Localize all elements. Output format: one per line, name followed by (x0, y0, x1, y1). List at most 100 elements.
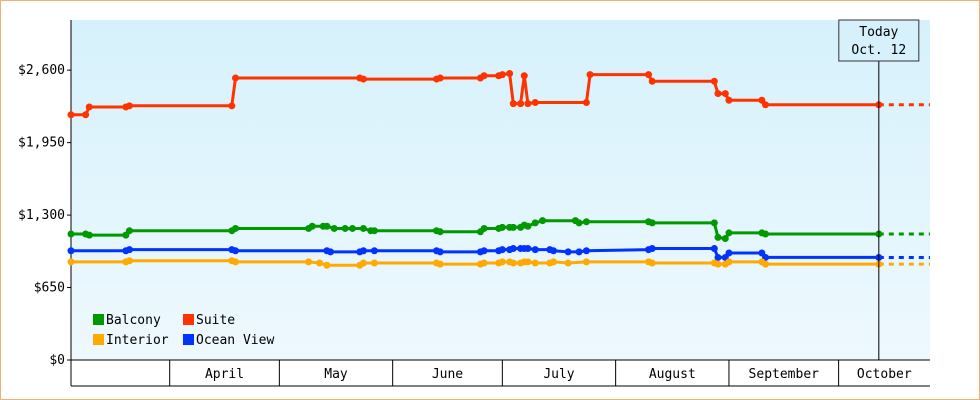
data-point-interior (323, 261, 331, 269)
data-point-interior (316, 259, 324, 267)
data-point-interior (524, 258, 532, 266)
data-point-suite (506, 70, 514, 78)
data-point-balcony (480, 224, 488, 232)
data-point-ocean-view (725, 249, 733, 257)
legend-swatch-balcony (93, 314, 104, 325)
month-label: May (324, 367, 348, 382)
data-point-suite (721, 90, 729, 98)
data-point-ocean-view (531, 246, 539, 254)
series-suite (67, 70, 930, 119)
series-balcony (67, 217, 930, 242)
data-point-interior (648, 259, 656, 267)
data-point-interior (498, 258, 506, 266)
data-point-balcony (762, 230, 770, 238)
data-point-ocean-view (524, 245, 532, 253)
data-point-balcony (498, 223, 506, 231)
series-lines (67, 70, 930, 269)
legend-swatch-suite (183, 314, 194, 325)
data-point-suite (82, 111, 90, 119)
series-interior (67, 257, 930, 269)
data-point-balcony (531, 219, 539, 227)
data-point-ocean-view (359, 247, 367, 255)
data-point-balcony (359, 224, 367, 232)
data-point-suite (125, 102, 133, 110)
data-point-interior (305, 258, 313, 266)
data-point-interior (436, 260, 444, 268)
data-point-interior (550, 258, 558, 266)
data-point-balcony (348, 224, 356, 232)
data-point-interior (762, 260, 770, 268)
data-point-interior (359, 259, 367, 267)
axes: $0 $650 $1,300 $1,950 $2,600 April May June July… (18, 20, 930, 387)
data-point-suite (710, 77, 718, 85)
data-point-balcony (524, 222, 532, 230)
today-marker: Today Oct. 12 (838, 19, 920, 360)
legend-label-ocean-view: Ocean View (196, 333, 274, 348)
data-point-interior (564, 259, 572, 267)
data-point-suite (480, 72, 488, 80)
data-point-ocean-view (370, 247, 378, 255)
data-point-ocean-view (509, 245, 517, 253)
data-point-suite (645, 71, 653, 79)
legend-swatch-ocean-view (183, 334, 194, 345)
data-point-balcony (308, 222, 316, 230)
data-point-ocean-view (125, 246, 133, 254)
data-point-interior (480, 259, 488, 267)
today-date-label: Oct. 12 (851, 43, 906, 58)
data-point-suite (762, 101, 770, 109)
data-point-ocean-view (714, 253, 722, 261)
data-point-suite (520, 72, 528, 80)
data-point-interior (231, 258, 239, 266)
data-point-ocean-view (327, 248, 335, 256)
y-tick-label: $1,950 (18, 136, 65, 151)
y-tick-label: $2,600 (18, 63, 65, 78)
data-point-suite (509, 100, 517, 108)
data-point-suite (725, 96, 733, 104)
data-point-balcony (67, 230, 75, 238)
legend: Balcony Suite Interior Ocean View (93, 313, 274, 348)
data-point-interior (714, 260, 722, 268)
data-point-interior (531, 259, 539, 267)
legend-swatch-interior (93, 334, 104, 345)
data-point-suite (648, 77, 656, 85)
month-label: June (432, 367, 463, 382)
data-point-ocean-view (582, 247, 590, 255)
data-point-suite (498, 71, 506, 79)
y-tick-label: $0 (49, 353, 65, 368)
data-point-suite (586, 71, 594, 79)
series-line-balcony (71, 219, 879, 240)
plot-background (71, 20, 930, 360)
data-point-balcony (710, 219, 718, 227)
data-point-balcony (575, 219, 583, 227)
legend-label-suite: Suite (196, 313, 235, 328)
data-point-interior (509, 259, 517, 267)
month-label: September (749, 367, 820, 382)
month-label: August (649, 367, 696, 382)
month-label: October (857, 367, 912, 382)
data-point-suite (85, 103, 93, 111)
data-point-balcony (125, 227, 133, 235)
data-point-balcony (539, 217, 547, 225)
data-point-suite (228, 102, 236, 110)
data-point-ocean-view (67, 247, 75, 255)
data-point-interior (370, 259, 378, 267)
data-point-balcony (323, 222, 331, 230)
data-point-ocean-view (550, 247, 558, 255)
data-point-interior (725, 258, 733, 266)
data-point-suite (524, 100, 532, 108)
data-point-ocean-view (648, 245, 656, 253)
data-point-interior (125, 257, 133, 265)
legend-label-balcony: Balcony (106, 313, 161, 328)
today-box (838, 19, 920, 62)
data-point-ocean-view (231, 247, 239, 255)
data-point-suite (231, 74, 239, 82)
data-point-balcony (85, 231, 93, 239)
data-point-suite (582, 98, 590, 106)
data-point-ocean-view (564, 248, 572, 256)
data-point-ocean-view (575, 248, 583, 256)
data-point-suite (517, 100, 525, 108)
data-point-balcony (231, 224, 239, 232)
data-point-balcony (330, 224, 338, 232)
data-point-suite (531, 98, 539, 106)
